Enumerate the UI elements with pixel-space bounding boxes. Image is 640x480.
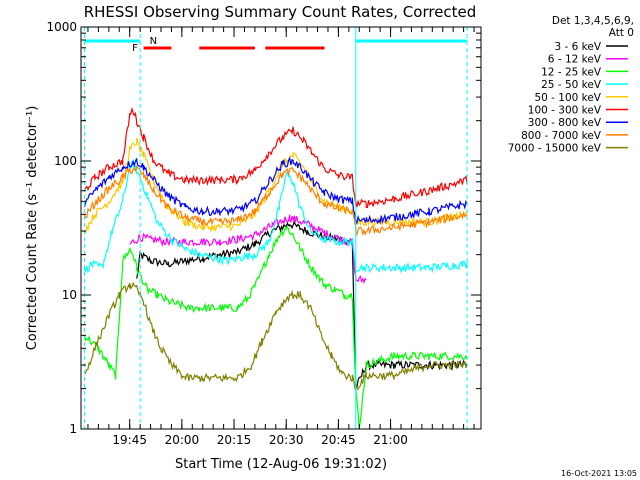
x-tick-label: 20:45	[321, 433, 356, 447]
series-4	[84, 137, 468, 235]
x-tick-label: 19:45	[112, 433, 147, 447]
legend-label: 25 - 50 keV	[541, 79, 602, 91]
legend-header: Det 1,3,4,5,6,9,	[552, 15, 634, 27]
legend-label: 100 - 300 keV	[528, 105, 602, 117]
series-line	[129, 214, 367, 285]
series-line	[83, 226, 468, 429]
x-axis-label: Start Time (12-Aug-06 19:31:02)	[175, 457, 387, 472]
legend-label: 300 - 800 keV	[528, 117, 602, 129]
timestamp: 16-Oct-2021 13:05	[561, 469, 637, 478]
x-tick-label: 20:15	[217, 433, 252, 447]
series-line	[83, 159, 468, 274]
y-tick-label: 1	[69, 422, 77, 436]
legend-label: 12 - 25 keV	[541, 66, 602, 78]
y-axis-label: Corrected Count Rate (s⁻¹ detector⁻¹)	[25, 106, 40, 351]
night-label: N	[150, 36, 157, 47]
chart-title: RHESSI Observing Summary Count Rates, Co…	[84, 3, 477, 21]
series-line	[84, 137, 468, 235]
series-0	[136, 220, 468, 390]
series-line	[136, 220, 468, 390]
series-line	[84, 106, 468, 208]
y-tick-label: 1000	[46, 20, 77, 34]
legend-label: 3 - 6 keV	[554, 41, 601, 53]
series-line	[84, 281, 468, 392]
series-6	[83, 156, 468, 226]
legend-label: 7000 - 15000 keV	[508, 143, 602, 155]
series-8	[84, 281, 468, 392]
legend-header: Att 0	[609, 27, 634, 39]
series-line	[83, 165, 468, 237]
legend-label: 800 - 7000 keV	[521, 130, 602, 142]
series-3	[83, 159, 468, 274]
series-line	[83, 156, 468, 226]
series-7	[83, 165, 468, 237]
legend-label: 50 - 100 keV	[534, 92, 601, 104]
plot-frame	[80, 26, 482, 430]
series-1	[129, 214, 367, 285]
flare-label: F	[132, 43, 138, 54]
x-tick-label: 20:30	[269, 433, 304, 447]
y-tick-label: 100	[54, 154, 77, 168]
legend-label: 6 - 12 keV	[548, 54, 602, 66]
markers-layer: NF	[83, 27, 468, 429]
y-tick-label: 10	[62, 288, 77, 302]
series-5	[84, 106, 468, 208]
series-2	[83, 226, 468, 429]
x-tick-label: 20:00	[165, 433, 200, 447]
x-tick-label: 21:00	[373, 433, 408, 447]
axes-layer: 1 10 100 1000 19:45 20:00 20:15 20:30 20:45 21:00	[46, 20, 481, 447]
series-layer	[83, 106, 468, 429]
